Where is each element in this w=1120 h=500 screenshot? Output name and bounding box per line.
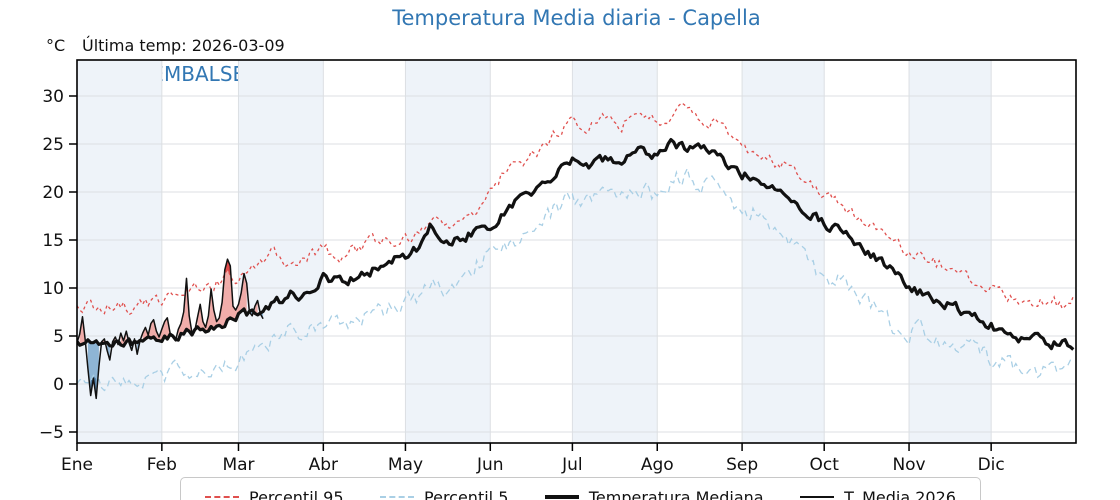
svg-text:Mar: Mar <box>222 455 254 475</box>
svg-text:Dic: Dic <box>978 455 1005 475</box>
percentil-5-line-swatch <box>380 496 415 498</box>
y-axis-unit-label: °C <box>46 36 66 55</box>
svg-text:Jun: Jun <box>476 455 504 475</box>
svg-text:0: 0 <box>53 375 64 395</box>
legend-label-tmedia-2026: T. Media 2026 <box>844 487 956 500</box>
svg-text:15: 15 <box>42 231 64 251</box>
legend-item-percentil-5: Percentil 5 <box>380 488 508 500</box>
svg-text:10: 10 <box>42 279 64 299</box>
svg-text:25: 25 <box>42 135 64 155</box>
mediana-line-swatch <box>544 495 579 499</box>
svg-text:Jul: Jul <box>561 455 583 475</box>
svg-text:5: 5 <box>53 327 64 347</box>
tmedia-2026-line-swatch <box>800 496 835 498</box>
svg-text:Oct: Oct <box>809 455 839 475</box>
svg-text:May: May <box>388 455 423 475</box>
svg-text:−5: −5 <box>39 423 64 443</box>
svg-text:Ene: Ene <box>61 455 93 475</box>
svg-text:30: 30 <box>42 87 64 107</box>
svg-text:Sep: Sep <box>726 455 758 475</box>
legend-label-mediana: Temperatura Mediana <box>588 487 764 500</box>
chart-title: Temperatura Media diaria - Capella <box>392 6 761 30</box>
svg-text:Nov: Nov <box>892 455 925 475</box>
legend-item-percentil-95: Percentil 95 <box>205 488 344 500</box>
svg-text:Abr: Abr <box>309 455 338 475</box>
legend-item-mediana: Temperatura Mediana <box>544 487 764 500</box>
svg-text:Ago: Ago <box>641 455 674 475</box>
svg-text:Feb: Feb <box>147 455 177 475</box>
svg-text:20: 20 <box>42 183 64 203</box>
legend-label-percentil-95: Percentil 95 <box>249 487 344 500</box>
legend-label-percentil-5: Percentil 5 <box>424 487 509 500</box>
chart-legend: Percentil 95 Percentil 5 Temperatura Med… <box>180 477 981 500</box>
legend-item-tmedia-2026: T. Media 2026 <box>800 488 956 500</box>
last-temp-label: Última temp: 2026-03-09 <box>82 36 285 55</box>
percentil-95-line-swatch <box>205 496 239 498</box>
